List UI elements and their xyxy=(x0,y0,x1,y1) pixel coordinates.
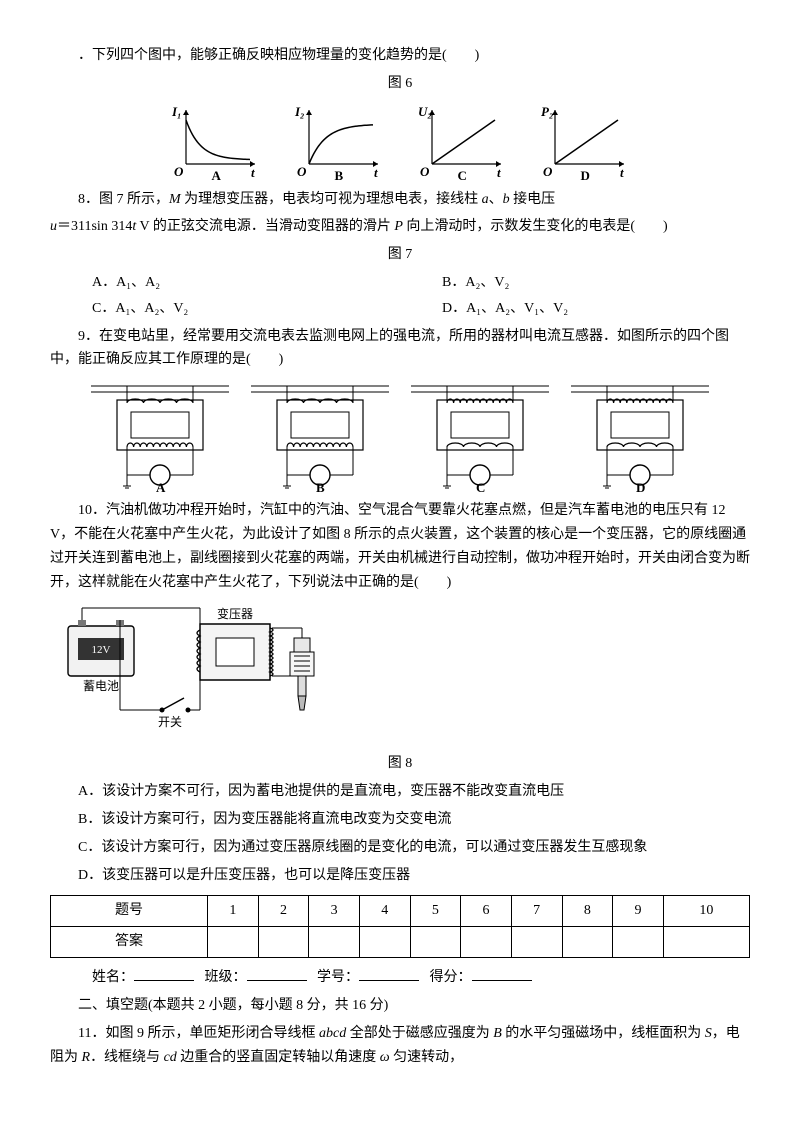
q8-optC: C．A₁、A₂、V₂ xyxy=(50,297,400,321)
svg-text:变压器: 变压器 xyxy=(217,606,253,621)
svg-text:t: t xyxy=(497,165,501,180)
q8-stem-line2: u＝311sin 314t V 的正弦交流电源．当滑动变阻器的滑片 P 向上滑动… xyxy=(50,215,750,239)
q7-figlabel: 图 6 xyxy=(50,72,750,96)
q8-figlabel: 图 7 xyxy=(50,243,750,267)
ans-2[interactable] xyxy=(258,927,309,958)
svg-text:C: C xyxy=(458,168,467,182)
sec2-title: 二、填空题(本题共 2 小题，每小题 8 分，共 16 分) xyxy=(50,994,750,1018)
svg-text:D: D xyxy=(636,480,645,493)
svg-text:蓄电池: 蓄电池 xyxy=(83,679,119,693)
q7-stem: ．下列四个图中，能够正确反映相应物理量的变化趋势的是( ) xyxy=(50,44,750,68)
col-6: 6 xyxy=(461,896,512,927)
svg-text:P₂: P₂ xyxy=(541,104,553,119)
ans-9[interactable] xyxy=(613,927,664,958)
ans-8[interactable] xyxy=(562,927,613,958)
svg-text:开关: 开关 xyxy=(158,715,182,729)
svg-text:O: O xyxy=(297,164,307,179)
q10-stem: 10．汽油机做功冲程开始时，汽缸中的汽油、空气混合气要靠火花塞点燃，但是汽车蓄电… xyxy=(50,499,750,594)
thead-answer: 答案 xyxy=(51,927,208,958)
q10-optD: D．该变压器可以是升压变压器，也可以是降压变压器 xyxy=(50,864,750,888)
svg-text:B: B xyxy=(316,480,325,493)
q10-figlabel: 图 8 xyxy=(50,752,750,776)
ans-7[interactable] xyxy=(511,927,562,958)
svg-text:12V: 12V xyxy=(92,644,111,656)
class-blank[interactable] xyxy=(247,966,307,981)
svg-text:I₁: I₁ xyxy=(171,104,182,119)
ans-6[interactable] xyxy=(461,927,512,958)
name-blank[interactable] xyxy=(134,966,194,981)
col-3: 3 xyxy=(309,896,360,927)
q10-optB: B．该设计方案可行，因为变压器能将直流电改变为交变电流 xyxy=(50,808,750,832)
col-7: 7 xyxy=(511,896,562,927)
q8-stem-line1: 8．图 7 所示，M 为理想变压器，电表均可视为理想电表，接线柱 a、b 接电压 xyxy=(50,188,750,212)
score-blank[interactable] xyxy=(472,966,532,981)
col-4: 4 xyxy=(359,896,410,927)
ans-10[interactable] xyxy=(663,927,749,958)
q8-opts-row1: A．A₁、A₂ B．A₂、V₂ xyxy=(50,271,750,295)
id-blank[interactable] xyxy=(359,966,419,981)
q10-figure: 12V 蓄电池 开关 变压器 xyxy=(50,598,750,748)
svg-text:A: A xyxy=(212,168,222,182)
svg-text:t: t xyxy=(251,165,255,180)
q10-optA: A．该设计方案不可行，因为蓄电池提供的是直流电，变压器不能改变直流电压 xyxy=(50,780,750,804)
q8-optA: A．A₁、A₂ xyxy=(50,271,400,295)
svg-text:C: C xyxy=(476,480,485,493)
q8-optB: B．A₂、V₂ xyxy=(400,271,750,295)
svg-text:O: O xyxy=(543,164,553,179)
ans-1[interactable] xyxy=(208,927,259,958)
q8-optD: D．A₁、A₂、V₁、V₂ xyxy=(400,297,750,321)
q9-stem: 9．在变电站里，经常要用交流电表去监测电网上的强电流，所用的器材叫电流互感器．如… xyxy=(50,325,750,373)
ans-4[interactable] xyxy=(359,927,410,958)
blanks-line: 姓名： 班级： 学号： 得分： xyxy=(50,966,750,990)
col-5: 5 xyxy=(410,896,461,927)
col-8: 8 xyxy=(562,896,613,927)
q11-stem: 11．如图 9 所示，单匝矩形闭合导线框 abcd 全部处于磁感应强度为 B 的… xyxy=(50,1022,750,1070)
svg-text:A: A xyxy=(156,480,166,493)
q9-figures: A B xyxy=(50,378,750,493)
col-1: 1 xyxy=(208,896,259,927)
col-2: 2 xyxy=(258,896,309,927)
answer-table: 题号12345678910 答案 xyxy=(50,895,750,958)
q10-optC: C．该设计方案可行，因为通过变压器原线圈的是变化的电流，可以通过变压器发生互感现… xyxy=(50,836,750,860)
svg-text:D: D xyxy=(581,168,590,182)
svg-text:t: t xyxy=(620,165,624,180)
svg-text:B: B xyxy=(335,168,344,182)
q8-opts-row2: C．A₁、A₂、V₂ D．A₁、A₂、V₁、V₂ xyxy=(50,297,750,321)
svg-text:O: O xyxy=(420,164,430,179)
svg-text:I₂: I₂ xyxy=(294,104,305,119)
svg-text:t: t xyxy=(374,165,378,180)
ans-5[interactable] xyxy=(410,927,461,958)
col-9: 9 xyxy=(613,896,664,927)
thead-label: 题号 xyxy=(51,896,208,927)
col-10: 10 xyxy=(663,896,749,927)
q7-graphs: I₁ t O A I₂ t O B U₂ t O C xyxy=(50,102,750,182)
ans-3[interactable] xyxy=(309,927,360,958)
svg-text:U₂: U₂ xyxy=(418,104,432,119)
svg-text:O: O xyxy=(174,164,184,179)
